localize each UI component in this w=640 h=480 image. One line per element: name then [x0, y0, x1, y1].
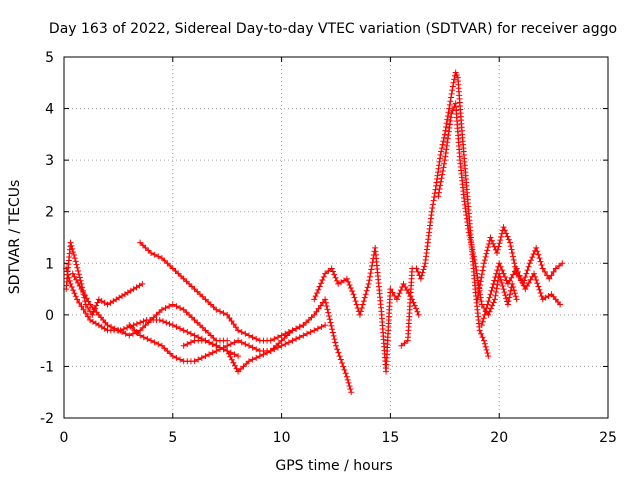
x-tick-label: 20 — [490, 430, 508, 446]
x-tick-label: 10 — [273, 430, 291, 446]
series-line — [139, 242, 304, 342]
series-track-8 — [398, 69, 492, 360]
y-tick-label: 0 — [45, 308, 54, 324]
series-track-6 — [180, 296, 355, 396]
series-layer — [63, 69, 566, 396]
plus-markers — [478, 260, 564, 329]
plus-markers — [311, 244, 422, 375]
plus-markers — [180, 296, 355, 396]
plus-markers — [474, 224, 566, 303]
x-tick-label: 0 — [60, 430, 69, 446]
plus-markers — [69, 270, 231, 344]
x-tick-label: 15 — [381, 430, 399, 446]
y-tick-label: 4 — [45, 102, 54, 118]
y-tick-label: 1 — [45, 256, 54, 272]
y-tick-label: -1 — [40, 359, 54, 375]
x-tick-label: 5 — [168, 430, 177, 446]
series-track-9 — [435, 100, 520, 318]
grid-layer — [63, 56, 609, 419]
series-track-4 — [137, 239, 307, 344]
y-tick-label: 5 — [45, 50, 54, 66]
y-axis-label: SDTVAR / TECUs — [7, 180, 23, 295]
series-track-11 — [478, 260, 564, 329]
chart-title: Day 163 of 2022, Sidereal Day-to-day VTE… — [49, 21, 617, 37]
y-tick-labels: -2 -1 0 1 2 3 4 5 — [40, 50, 54, 427]
series-line — [183, 297, 352, 393]
x-axis-label: GPS time / hours — [275, 458, 392, 474]
x-tick-labels: 0 5 10 15 20 25 — [60, 430, 617, 446]
series-track-7 — [311, 244, 422, 375]
y-tick-label: 3 — [45, 153, 54, 169]
y-tick-label: -2 — [40, 411, 54, 427]
y-tick-label: 2 — [45, 205, 54, 221]
x-tick-label: 25 — [599, 430, 617, 446]
plus-markers — [137, 239, 307, 344]
series-track-3 — [69, 270, 231, 344]
plus-markers — [126, 322, 329, 365]
plus-markers — [398, 69, 492, 360]
series-track-5 — [126, 322, 329, 365]
plot-frame — [63, 56, 609, 419]
